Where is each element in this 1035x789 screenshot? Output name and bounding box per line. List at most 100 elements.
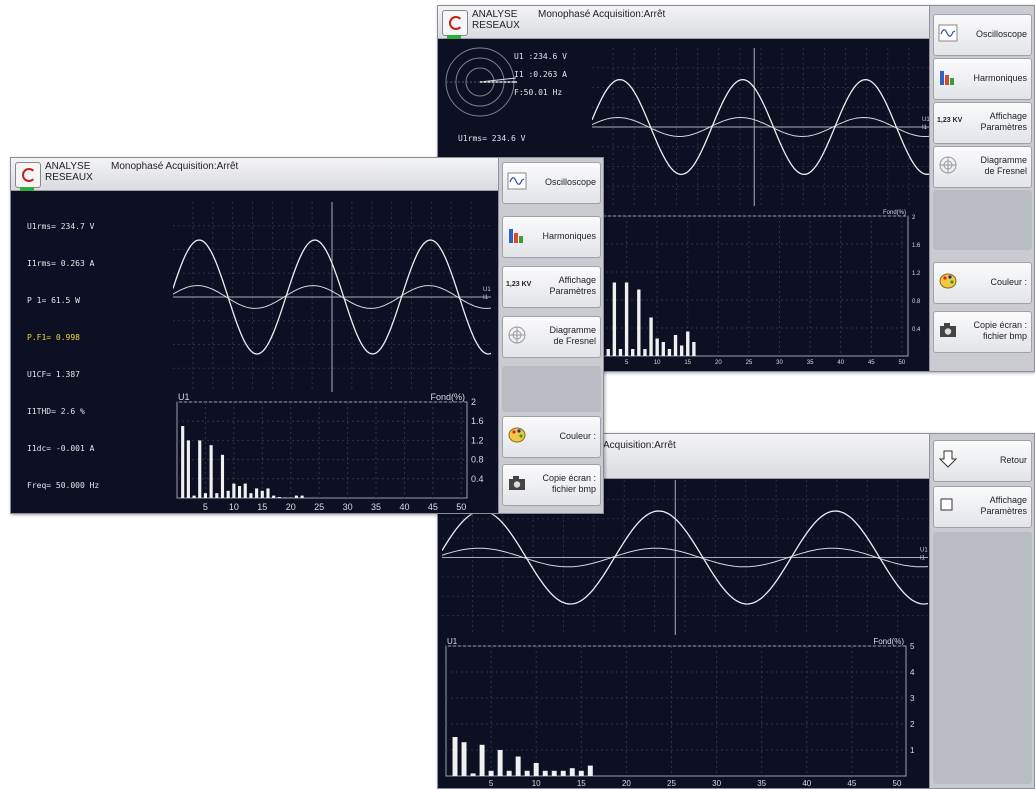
harmonic-bar: [272, 495, 276, 498]
x-tick-label: 40: [837, 360, 844, 366]
diagramme-fresnel-button[interactable]: Diagramme de Fresnel: [502, 316, 601, 358]
i1-trace-label: I1: [922, 125, 928, 131]
sidebar-menu: Oscilloscope Harmoniques 1,23 KV Afficha…: [498, 158, 603, 513]
y-tick-label: 3: [910, 694, 915, 703]
app-title: ANALYSE RESEAUX: [472, 9, 520, 31]
camera-icon: [940, 323, 956, 337]
harmonic-bar: [470, 773, 476, 776]
copie-ecran-button[interactable]: Copie écran : fichier bmp: [502, 464, 601, 506]
app-logo-icon: [442, 10, 468, 39]
harmoniques-button[interactable]: Harmoniques: [502, 216, 601, 258]
fresnel-icon: [508, 326, 526, 344]
retour-button[interactable]: Retour: [933, 440, 1032, 482]
harmoniques-button[interactable]: Harmoniques: [933, 58, 1032, 100]
harmonic-bar: [215, 493, 219, 498]
fresnel-icon: [939, 156, 957, 174]
oscilloscope-button[interactable]: Oscilloscope: [933, 14, 1032, 56]
x-tick-label: 40: [399, 502, 409, 512]
x-tick-label: 5: [489, 779, 494, 788]
waveform-icon: [507, 172, 527, 190]
couleur-button[interactable]: Couleur :: [502, 416, 601, 458]
y-tick-label: 1.6: [471, 416, 484, 426]
harmonic-bar: [283, 497, 287, 499]
measurement-value: I1dc= -0.001 A: [27, 444, 95, 453]
harmonic-bar: [255, 488, 259, 498]
y-tick-label: 0.8: [471, 455, 484, 465]
harmonic-bar: [578, 770, 584, 776]
harmonic-bar: [673, 335, 678, 356]
harmonic-unit-label: Fond(%): [430, 392, 465, 402]
current-trace: [442, 547, 928, 568]
couleur-button[interactable]: Couleur :: [933, 262, 1032, 304]
window-fresnel-view: ANALYSE RESEAUX Monophasé Acquisition:Arr…: [437, 5, 1035, 372]
empty-slot: [933, 532, 1032, 784]
harmonic-bar: [260, 490, 264, 498]
title-bar: ANALYSE RESEAUX Monophasé Acquisition:Arr…: [11, 158, 498, 191]
x-tick-label: 40: [802, 779, 811, 788]
sidebar-menu: Retour Affichage Paramètres: [929, 434, 1034, 788]
x-tick-label: 5: [203, 502, 208, 512]
measurement-value: P 1= 61.5 W: [27, 296, 80, 305]
arrow-down-icon: [938, 450, 958, 468]
urms-value: U1rms= 234.6 V: [458, 134, 526, 143]
y-tick-label: 1.2: [912, 271, 921, 277]
affichage-parametres-button[interactable]: 1,23 KV Affichage Paramètres: [502, 266, 601, 308]
harmonics-bar-chart: 0.40.81.21.625101520253035404550U1Fond(%…: [592, 208, 930, 366]
y-tick-label: 5: [910, 642, 915, 651]
harmonic-bar: [637, 289, 641, 356]
harmonic-bar: [606, 349, 610, 356]
harmonic-bar: [692, 342, 696, 356]
u1-trace-label: U1: [483, 287, 491, 293]
x-tick-label: 5: [625, 360, 629, 366]
harmonic-bar: [226, 490, 230, 498]
diagramme-fresnel-button[interactable]: Diagramme de Fresnel: [933, 146, 1032, 188]
palette-icon: [939, 273, 957, 289]
copie-ecran-button[interactable]: Copie écran : fichier bmp: [933, 311, 1032, 353]
measurement-value: U1CF= 1.387: [27, 370, 80, 379]
app-logo-icon: [15, 162, 41, 191]
harmonic-bar: [186, 440, 190, 498]
harmonic-bar: [661, 342, 665, 356]
harmonic-bar: [452, 737, 458, 776]
x-tick-label: 45: [847, 779, 856, 788]
harmonic-bar: [209, 445, 213, 498]
x-tick-label: 15: [257, 502, 267, 512]
x-tick-label: 25: [746, 360, 753, 366]
harmonic-unit-label: Fond(%): [873, 637, 904, 646]
voltage-trace: [442, 510, 928, 605]
current-trace: [592, 116, 930, 138]
oscilloscope-button[interactable]: Oscilloscope: [502, 162, 601, 204]
x-tick-label: 25: [314, 502, 324, 512]
x-tick-label: 30: [343, 502, 353, 512]
harmonic-bar: [203, 493, 207, 498]
harmonic-bar: [249, 493, 253, 498]
checkbox-icon: [940, 498, 953, 511]
y-tick-label: 4: [910, 668, 915, 677]
x-tick-label: 10: [532, 779, 541, 788]
x-tick-label: 25: [667, 779, 676, 788]
u1-trace-label: U1: [920, 548, 928, 554]
harmonic-bar: [497, 750, 503, 776]
bar-chart-icon: [509, 229, 523, 243]
x-tick-label: 20: [622, 779, 631, 788]
acquisition-status: Acquisition:Arrêt: [603, 440, 676, 451]
harmonic-bar: [232, 483, 236, 498]
affichage-parametres-toggle[interactable]: Affichage Paramètres: [933, 486, 1032, 528]
harmonic-bar: [612, 282, 617, 356]
harmonic-unit-label: Fond(%): [883, 210, 906, 216]
voltage-trace: [173, 239, 491, 355]
x-tick-label: 10: [654, 360, 661, 366]
acquisition-status: Monophasé Acquisition:Arrêt: [538, 9, 666, 20]
harmonic-bar: [479, 744, 485, 776]
x-tick-label: 10: [229, 502, 239, 512]
bar-chart-icon: [940, 71, 954, 85]
harmonic-bar: [289, 497, 293, 499]
x-tick-label: 20: [715, 360, 722, 366]
harmonic-bar: [649, 317, 653, 356]
kv-display-icon: 1,23 KV: [937, 117, 963, 124]
affichage-parametres-button[interactable]: 1,23 KV Affichage Paramètres: [933, 102, 1032, 144]
harmonic-bar: [587, 765, 593, 776]
